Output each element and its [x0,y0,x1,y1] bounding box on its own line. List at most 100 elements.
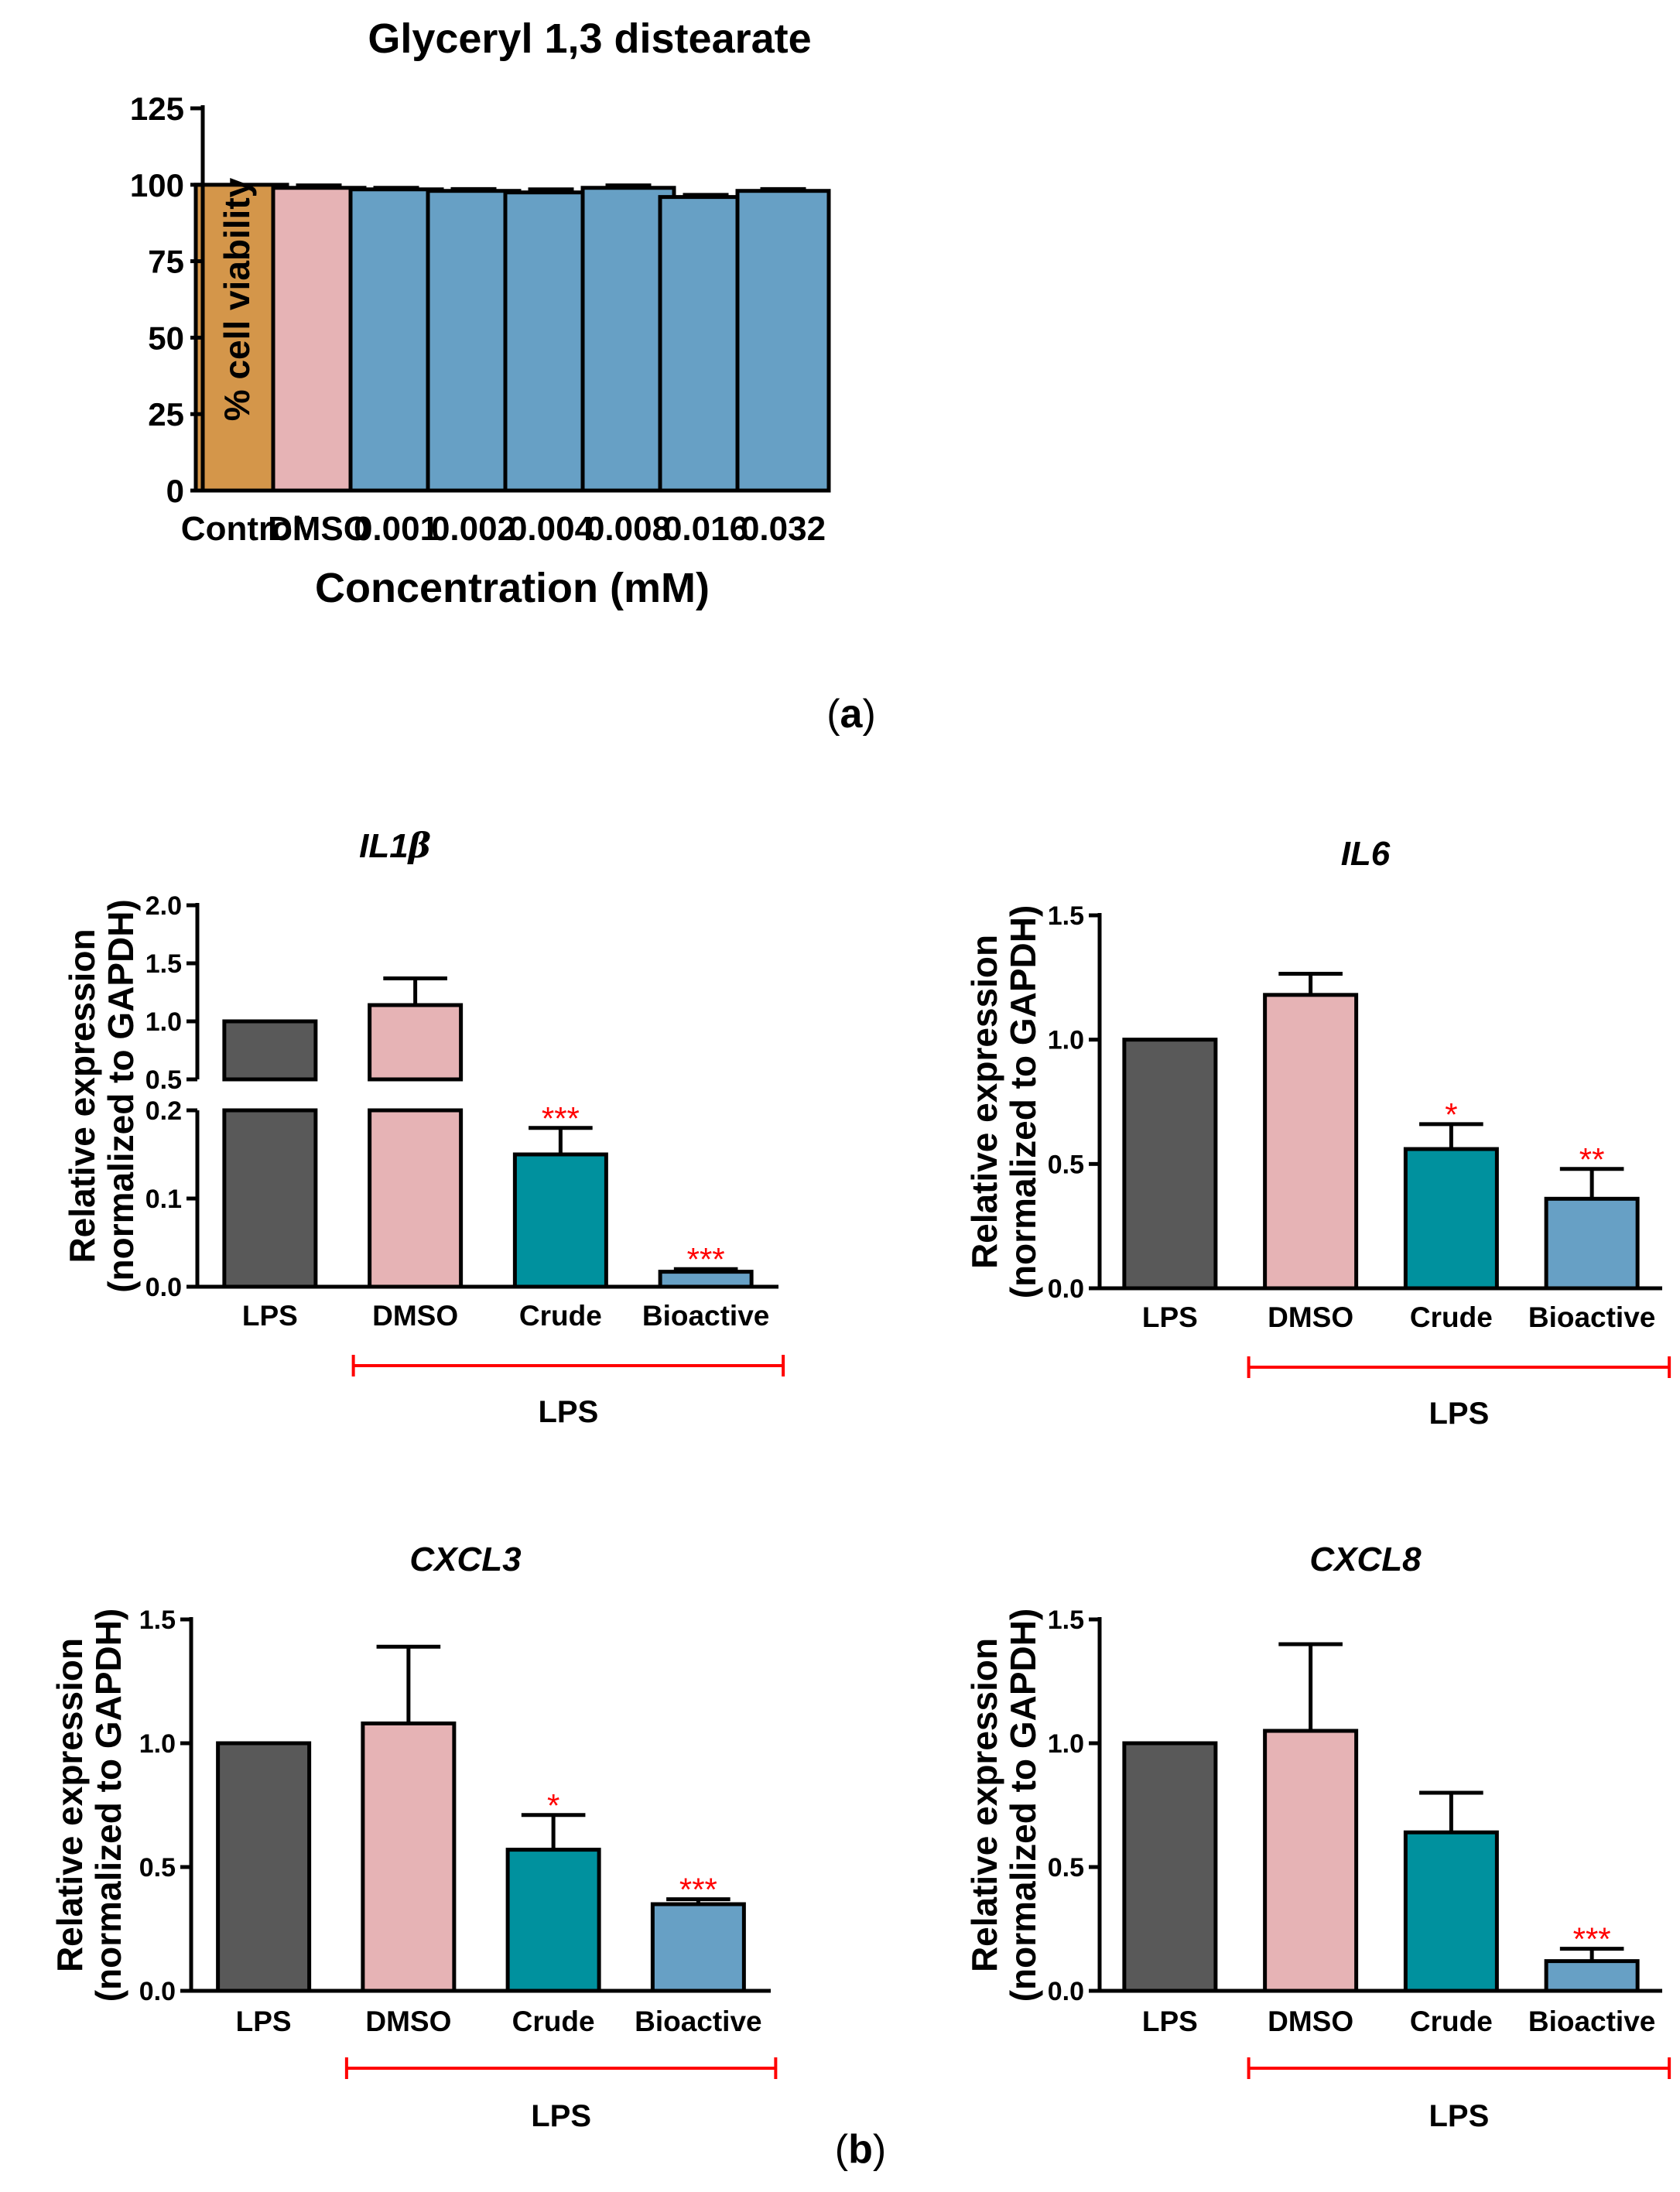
chart-cxcl3-ytick-label-0: 0.0 [139,1977,176,2006]
chart-il6-ylabel-line-1: Relative expression [964,935,1004,1269]
chart-a-category-3: 0.002 [431,510,516,548]
chart-a-ytick-label-5: 125 [130,91,184,127]
chart-a-xlabel: Concentration (mM) [315,565,710,611]
chart-il1b-ytick-lower-label-2: 0.2 [145,1096,182,1126]
chart-il1b-ylabel-line-1: Relative expression [62,928,102,1263]
chart-a-ytick-label-2: 50 [148,320,184,356]
chart-il6-bar-1 [1263,993,1359,1291]
chart-cxcl3-ytick-label-1: 0.5 [139,1853,176,1883]
chart-cxcl3-bar-1 [361,1721,457,1993]
chart-il1b-ytick-upper-label-1: 1.0 [145,1007,182,1037]
chart-il6-category-3: Bioactive [1528,1301,1656,1333]
chart-a-category-6: 0.016 [663,510,748,548]
chart-a-ytick-label-3: 75 [148,244,184,280]
chart-il6-bar-2 [1403,1147,1499,1291]
chart-il1b-ytick-upper-label-2: 1.5 [145,949,182,979]
chart-il6-category-0: LPS [1142,1301,1198,1333]
chart-cxcl8-category-1: DMSO [1268,2006,1353,2037]
chart-a-ytick-label-4: 100 [130,167,184,203]
chart-il1b-category-2: Crude [519,1300,602,1332]
chart-a-category-1: DMSO [268,510,370,548]
chart-cxcl8-ytick-label-1: 0.5 [1048,1853,1084,1883]
chart-cxcl3-ylabel-line-2: (normalized to GAPDH) [88,1609,128,2002]
chart-cxcl8-significance-3: *** [1573,1921,1611,1958]
chart-cxcl8-ylabel-line-1: Relative expression [964,1638,1004,1972]
chart-cxcl3-category-3: Bioactive [635,2006,762,2037]
chart-il1b-ytick-upper-label-0: 0.5 [145,1065,182,1095]
chart-cxcl8-ytick-label-3: 1.5 [1048,1606,1084,1635]
chart-il1b-category-0: LPS [242,1300,298,1332]
chart-cxcl8-bar-3 [1544,1959,1640,1993]
chart-il1b-ytick-lower-label-1: 0.1 [145,1185,182,1214]
chart-a-category-2: 0.001 [354,510,439,548]
chart-a-category-4: 0.004 [508,510,594,548]
chart-a-category-0: Control [181,510,302,548]
chart-il1b-bar-1-lower [368,1108,464,1289]
chart-cxcl8-ytick-label-0: 0.0 [1048,1977,1084,2006]
chart-il1b-title-text: IL1 [359,827,409,865]
chart-il1b-significance-2: *** [542,1100,580,1137]
panel-label-b-letter: b [848,2127,873,2172]
panel-label-a-letter: a [840,692,864,737]
chart-cxcl8-bracket-label: LPS [1429,2099,1489,2133]
chart-il1b-ylabel: Relative expression(normalized to GAPDH) [62,899,141,1293]
chart-a-bar-7 [735,189,831,493]
chart-il6-bar-3 [1544,1196,1640,1291]
chart-cxcl8-category-2: Crude [1410,2006,1493,2037]
chart-cxcl8: CXCL8 LPS DMSO Crude *** Bioactive 0.0 0.5 1.0 1.… [964,1541,1671,2133]
chart-cxcl3-bar-3 [650,1902,746,1993]
chart-il1b-title: IL1β [359,826,431,866]
chart-il1b-bracket-label: LPS [538,1395,598,1429]
chart-il1b-ytick-lower-label-0: 0.0 [145,1273,182,1302]
chart-cxcl8-ytick-label-2: 1.0 [1048,1729,1084,1759]
chart-cxcl8-category-3: Bioactive [1528,2006,1656,2037]
chart-cxcl3-title: CXCL3 [409,1541,521,1578]
chart-il1b-bar-0-lower [222,1108,318,1289]
chart-cxcl3-category-0: LPS [236,2006,292,2037]
chart-il6-bar-0 [1122,1038,1218,1291]
chart-cxcl3-bar-0 [216,1741,312,1993]
chart-a-category-7: 0.032 [741,510,826,548]
chart-il6-title: IL6 [1341,835,1391,873]
chart-il1b-axis-break [182,1082,445,1108]
chart-a-ylabel: % cell viability [217,177,257,421]
panel-label-a: (a) [826,692,876,737]
chart-il6-category-1: DMSO [1268,1301,1353,1333]
chart-il1b-category-1: DMSO [372,1300,458,1332]
chart-cxcl3-category-1: DMSO [365,2006,451,2037]
chart-il1b-bar-0 [222,1019,318,1082]
chart-il6-ytick-label-1: 0.5 [1048,1150,1084,1179]
chart-il1b: IL1β LPS DMSO *** Crude *** Bioactive 0.0 0.1 0.2… [62,826,785,1429]
chart-il6-significance-2: * [1445,1096,1457,1133]
chart-il1b-significance-3: *** [687,1241,725,1277]
chart-cxcl8-category-0: LPS [1142,2006,1198,2037]
chart-a-ytick-label-0: 0 [166,473,184,509]
chart-cxcl3-ylabel-line-1: Relative expression [50,1638,90,1972]
chart-cxcl8-bar-0 [1122,1741,1218,1993]
chart-a: Glyceryl 1,3 distearateControlDMSO0.0010… [130,15,831,611]
chart-il1b-title-symbol: β [407,826,431,866]
chart-cxcl3: CXCL3 LPS DMSO * Crude *** Bioactive 0.0 0.5 1.0 1… [50,1541,778,2133]
chart-il6-significance-3: ** [1579,1141,1605,1178]
chart-cxcl3-significance-3: *** [679,1872,717,1908]
chart-il1b-category-3: Bioactive [642,1300,770,1332]
chart-a-title: Glyceryl 1,3 distearate [368,15,811,62]
chart-il1b-ylabel-line-2: (normalized to GAPDH) [101,899,141,1293]
chart-cxcl3-category-2: Crude [512,2006,595,2037]
chart-cxcl3-significance-2: * [547,1787,559,1824]
chart-il6-ytick-label-0: 0.0 [1048,1274,1084,1304]
chart-il6-ylabel: Relative expression(normalized to GAPDH) [964,905,1043,1299]
chart-il6-ylabel-line-2: (normalized to GAPDH) [1003,905,1043,1299]
chart-cxcl8-ylabel: Relative expression(normalized to GAPDH) [964,1609,1043,2002]
chart-il1b-bar-2 [512,1152,608,1289]
chart-il6-category-2: Crude [1410,1301,1493,1333]
chart-cxcl3-bracket-label: LPS [531,2099,591,2133]
chart-cxcl8-bar-1 [1263,1729,1359,1993]
chart-cxcl8-ylabel-line-2: (normalized to GAPDH) [1003,1609,1043,2002]
chart-cxcl3-ylabel: Relative expression(normalized to GAPDH) [50,1609,128,2002]
chart-a-ytick-label-1: 25 [148,396,184,433]
chart-cxcl3-ytick-label-3: 1.5 [139,1606,176,1635]
chart-il6-bracket-label: LPS [1429,1397,1489,1431]
